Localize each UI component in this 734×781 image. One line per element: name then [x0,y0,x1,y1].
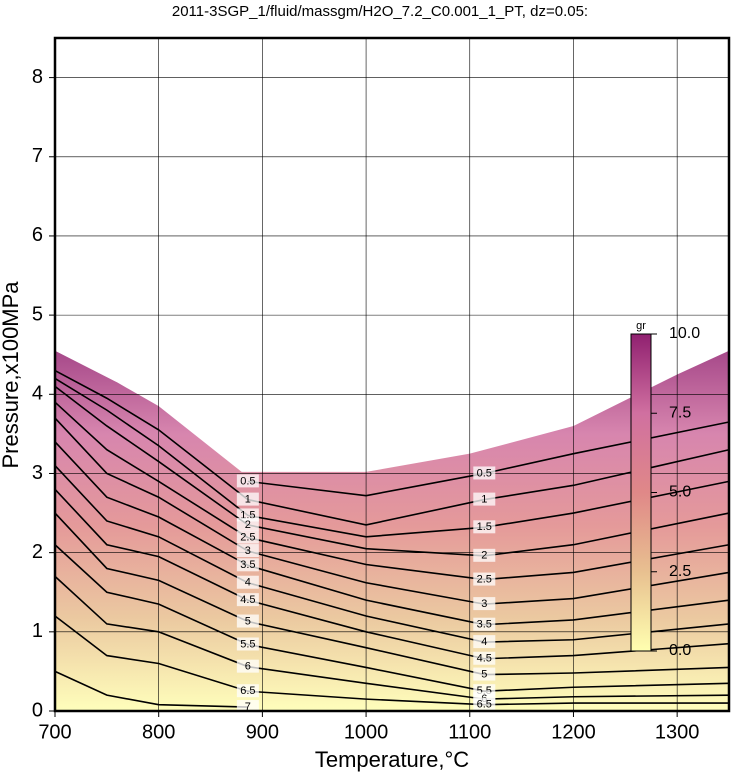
contour-label-bg [473,572,496,586]
contour-line [54,512,730,676]
contour-label-bg [236,637,259,651]
contour-label-bg [473,651,496,665]
contour-label-bg [236,530,259,544]
contour-label: 5 [245,615,251,627]
y-tick-label: 4 [32,383,43,405]
contour-label-bg [236,492,259,506]
contour-label: 7 [245,701,251,713]
colorbar [630,333,652,652]
contour-label-bg [473,548,496,562]
contour-label-bg [236,544,259,558]
contour-label-bg [473,597,496,611]
contour-label: 3 [245,545,251,557]
contour-label-bg [473,635,496,649]
contour-label-bg [473,667,496,681]
contour-label-bg [473,697,496,711]
stability-field [55,350,729,711]
y-tick-label: 1 [32,620,43,642]
y-axis-label: Pressure,x100MPa [0,281,23,469]
contour-line [54,385,730,557]
y-tick-label: 2 [32,541,43,563]
colorbar-tick-label: 2.5 [669,563,691,580]
contour-line [54,377,730,538]
contour-label: 3 [481,598,487,610]
contour-label: 2 [481,550,487,562]
x-tick-label: 1200 [551,721,596,743]
contour-line [54,465,730,643]
contour-line [54,441,730,626]
x-tick-label: 1000 [344,721,389,743]
chart-title: 2011-3SGP_1/fluid/massgm/H2O_7.2_C0.001_… [172,3,588,20]
colorbar-tick-label: 0.0 [669,642,691,659]
contour-label-bg [236,614,259,628]
contour-label-bg [236,575,259,589]
contour-line [54,488,730,660]
x-tick-label: 800 [142,721,175,743]
contour-label-bg [473,492,496,506]
contour-label: 6.5 [477,699,492,711]
contour-label: 0.5 [477,467,492,479]
contour-label: 1 [481,494,487,506]
y-tick-label: 6 [32,224,43,246]
y-tick-label: 0 [32,699,43,721]
x-tick-label: 1300 [655,721,700,743]
contour-line [54,544,730,693]
contour-label: 4.5 [477,653,492,665]
contour-label-bg [473,520,496,534]
contour-label: 2 [245,519,251,531]
x-tick-label: 1100 [448,721,491,743]
contour-label: 1 [245,494,251,506]
contour-line [54,670,248,708]
x-tick-label: 900 [246,721,279,743]
x-axis-label: Temperature,°C [315,747,469,772]
colorbar-tick-label: 5.0 [669,484,691,501]
contour-label: 4.5 [240,594,255,606]
contour-label-bg [236,558,259,572]
contour-label: 5 [481,668,487,680]
colorbar-label: gr [636,320,646,332]
contour-line [54,615,729,706]
x-tick-label: 700 [38,721,71,743]
contour-label-bg [473,617,496,631]
contour-label: 0.5 [240,475,255,487]
contour-label-bg [236,474,259,488]
y-tick-label: 7 [32,145,43,167]
contour-line [54,417,730,605]
contour-label-bg [236,684,259,698]
contour-label-bg [473,466,496,480]
y-tick-label: 8 [32,66,43,88]
contour-line [54,369,730,526]
contour-label: 1.5 [477,521,492,533]
contour-label: 4 [245,577,251,589]
contour-label-bg [236,659,259,673]
contour-label: 4 [481,636,487,648]
contour-line [54,575,730,700]
y-tick-label: 3 [32,462,43,484]
colorbar-tick-label: 7.5 [669,404,691,421]
y-tick-label: 5 [32,303,43,325]
contour-label-bg [236,593,259,607]
contour-label-bg [236,517,259,531]
contour-line [54,401,730,581]
colorbar-tick-label: 10.0 [669,325,700,342]
contour-label: 2.5 [240,532,255,544]
contour-label: 5.5 [240,638,255,650]
plot-frame [53,36,731,713]
contour-label: 3.5 [477,619,492,631]
contour-label: 6 [245,661,251,673]
contour-label: 3.5 [240,559,255,571]
contour-label: 2.5 [477,573,492,585]
contour-label: 6.5 [240,685,255,697]
